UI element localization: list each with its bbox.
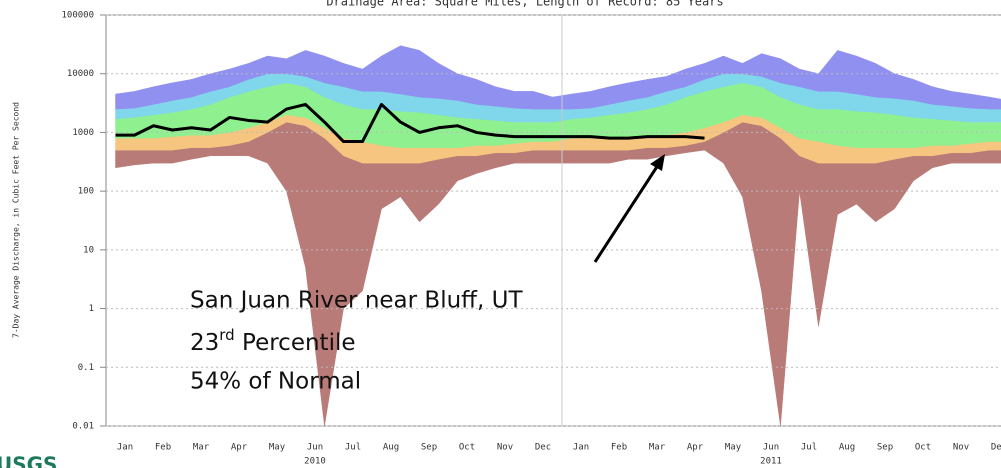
y-axis-label: 7-Day Average Discharge, in Cubic Feet P… bbox=[12, 102, 21, 338]
y-tick-label: 10000 bbox=[67, 69, 94, 79]
x-tick-label: Dec bbox=[535, 443, 551, 453]
percentile-rest: Percentile bbox=[235, 330, 356, 356]
labels: 0.01 0.1 1 10 100 1000 10000 100000 Jan Feb Mar Apr… bbox=[61, 11, 1001, 467]
x-tick-label: Mar bbox=[193, 443, 210, 453]
year-label: 2010 bbox=[304, 457, 326, 467]
y-tick-label: 1000 bbox=[72, 128, 94, 138]
x-tick-label: Oct bbox=[915, 443, 931, 453]
x-tick-label: Aug bbox=[383, 443, 399, 453]
y-tick-label: 1 bbox=[89, 304, 94, 314]
x-tick-label: May bbox=[725, 443, 742, 453]
x-tick-label: Aug bbox=[839, 443, 855, 453]
percentile-suffix: rd bbox=[219, 326, 234, 344]
x-tick-label: Apr bbox=[687, 443, 704, 453]
x-tick-label: Feb bbox=[155, 443, 171, 453]
grid bbox=[100, 14, 1001, 427]
logo: USGS bbox=[0, 453, 57, 468]
x-tick-label: Nov bbox=[953, 443, 969, 453]
arrow-head bbox=[650, 154, 665, 171]
x-tick-label: Feb bbox=[611, 443, 627, 453]
x-tick-label: Jun bbox=[307, 443, 323, 453]
flow-line bbox=[115, 102, 705, 144]
percentile-band bbox=[115, 45, 1001, 110]
x-tick-label: Mar bbox=[649, 443, 666, 453]
y-tick-label: 10 bbox=[83, 245, 94, 255]
arrow-shaft bbox=[593, 161, 662, 263]
x-tick-label: Jan bbox=[573, 443, 589, 453]
x-tick-label: Jul bbox=[345, 443, 361, 453]
annotation-percentile: 23rd Percentile bbox=[190, 326, 356, 356]
annotation-normal: 54% of Normal bbox=[190, 369, 361, 395]
x-tick-label: Dec bbox=[991, 443, 1001, 453]
y-tick-label: 100000 bbox=[61, 11, 94, 21]
x-tick-label: Jul bbox=[801, 443, 817, 453]
annotation-site: San Juan River near Bluff, UT bbox=[190, 288, 523, 314]
x-tick-label: Oct bbox=[459, 443, 475, 453]
year-label: 2011 bbox=[760, 457, 782, 467]
x-tick-label: Apr bbox=[231, 443, 248, 453]
y-tick-label: 0.1 bbox=[78, 363, 94, 373]
flow-layer bbox=[115, 102, 705, 144]
bands bbox=[115, 45, 1001, 426]
x-tick-label: Jun bbox=[763, 443, 779, 453]
x-tick-label: Sep bbox=[421, 443, 437, 453]
y-tick-label: 100 bbox=[78, 187, 94, 197]
x-tick-label: Nov bbox=[497, 443, 513, 453]
y-tick-label: 0.01 bbox=[72, 422, 94, 432]
x-tick-label: Jan bbox=[117, 443, 133, 453]
x-tick-label: May bbox=[269, 443, 286, 453]
x-tick-label: Sep bbox=[877, 443, 893, 453]
percentile-number: 23 bbox=[190, 330, 219, 356]
arrow bbox=[593, 154, 665, 263]
chart-title: Drainage Area: Square Miles, Length of R… bbox=[326, 0, 723, 9]
